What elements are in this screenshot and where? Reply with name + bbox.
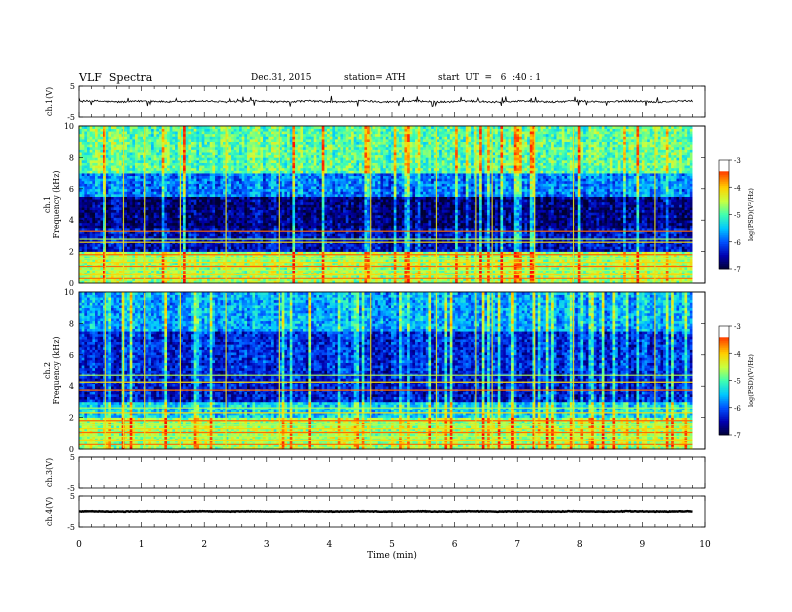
ch3-waveform-panel: ch.3(V) 5 -5: [45, 453, 706, 493]
ch1-spectrogram-channel-label: ch.1: [43, 196, 52, 213]
time-axis-tick-label: 6: [452, 540, 458, 550]
ch1-spectrogram-ytick-label: 4: [69, 216, 74, 225]
ch1-spectrogram-colorbar-tick-label: -7: [734, 266, 741, 274]
ch1-waveform-ylabel: ch.1(V): [45, 87, 54, 116]
ch2-spectrogram-ytick-label: 4: [69, 382, 74, 391]
ch2-spectrogram-colorbar-label: log(PSD)(V²/Hz): [747, 354, 755, 407]
ch1-spectrogram-ytick-label: 8: [69, 153, 74, 162]
ch1-spectrogram-ytick-label: 6: [69, 185, 74, 194]
ch1-spectrogram-ytick-label: 10: [64, 122, 74, 131]
ch1-waveform-ytick-label: -5: [67, 113, 75, 122]
ch2-spectrogram-panel: ch.2 Frequency (kHz) 0 2 4 6 8 10: [43, 288, 706, 454]
time-axis-tick-label: 5: [389, 540, 395, 550]
ch1-spectrogram-ytick-label: 0: [69, 279, 74, 288]
time-axis-label: Time (min): [367, 550, 417, 561]
ch1-waveform-panel: ch.1(V) 5 -5: [45, 82, 706, 122]
time-axis-tick-label: 0: [76, 540, 82, 550]
ch1-spectrogram-colorbar-tick-label: -3: [734, 157, 741, 165]
time-axis-tick-label: 1: [139, 540, 145, 550]
header-start-time: start UT = 6 :40 : 1: [438, 73, 541, 83]
time-axis-tick-label: 8: [577, 540, 583, 550]
ch2-spectrogram-ytick-label: 8: [69, 319, 74, 328]
ch3-waveform-ylabel: ch.3(V): [45, 458, 54, 487]
ch1-spectrogram-colorbar-tick-label: -4: [734, 184, 741, 192]
ch4-waveform-ytick-label: -5: [67, 523, 75, 532]
ch1-spectrogram-ylabel: Frequency (kHz): [52, 170, 61, 238]
ch1-spectrogram-cells: [79, 126, 693, 284]
ch1-spectrogram-ytick-label: 2: [69, 248, 74, 257]
ch2-spectrogram-ytick-label: 10: [64, 288, 74, 297]
time-axis-tick-label: 4: [327, 540, 333, 550]
ch3-waveform-ytick-label: 5: [70, 453, 75, 462]
ch2-spectrogram-ytick-label: 6: [69, 351, 74, 360]
ch3-waveform-ytick-label: -5: [67, 484, 75, 493]
ch2-spectrogram-cells: [79, 292, 693, 450]
ch2-spectrogram-colorbar-tick-label: -6: [734, 405, 741, 413]
header-station: station= ATH: [344, 73, 406, 83]
ch2-spectrogram-colorbar-tick-label: -7: [734, 432, 741, 440]
ch1-waveform-trace: [78, 95, 693, 108]
ch1-spectrogram-colorbar-tick-label: -6: [734, 239, 741, 247]
header-title: VLF Spectra: [79, 71, 152, 84]
time-axis-tick-label: 9: [640, 540, 646, 550]
ch1-spectrogram-panel: ch.1 Frequency (kHz) 0 2 4 6 8 10: [43, 122, 706, 288]
ch2-spectrogram-colorbar-tick-label: -4: [734, 350, 741, 358]
ch4-waveform-ylabel: ch.4(V): [45, 497, 54, 526]
ch2-spectrogram-colorbar-tick-label: -3: [734, 323, 741, 331]
ch2-spectrogram-colorbar-tick-label: -5: [734, 378, 741, 386]
ch1-spectrogram-colorbar-label: log(PSD)(V²/Hz): [747, 188, 755, 241]
ch1-spectrogram-colorbar: -3 -4 -5 -6 -7 log(PSD)(V²/Hz): [718, 157, 755, 274]
ch1-spectrogram-colorbar-tick-label: -5: [734, 212, 741, 220]
time-axis: 0 1 2 3 4 5 6 7 8 9 10 Time (min): [76, 540, 711, 561]
ch2-spectrogram-ylabel: Frequency (kHz): [52, 336, 61, 404]
header-date: Dec.31, 2015: [251, 73, 312, 83]
ch2-spectrogram-ytick-label: 2: [69, 414, 74, 423]
ch1-waveform-ytick-label: 5: [70, 82, 75, 91]
ch4-waveform-trace: [78, 509, 693, 514]
time-axis-tick-label: 3: [264, 540, 270, 550]
ch2-spectrogram-channel-label: ch.2: [43, 362, 52, 379]
time-axis-tick-label: 7: [514, 540, 520, 550]
time-axis-tick-label: 10: [699, 540, 711, 550]
ch4-waveform-ytick-label: 5: [70, 492, 75, 501]
ch2-spectrogram-ytick-label: 0: [69, 445, 74, 454]
time-axis-tick-label: 2: [201, 540, 207, 550]
ch4-waveform-panel: ch.4(V) 5 -5: [45, 492, 706, 532]
ch2-spectrogram-colorbar: -3 -4 -5 -6 -7 log(PSD)(V²/Hz): [718, 323, 755, 440]
